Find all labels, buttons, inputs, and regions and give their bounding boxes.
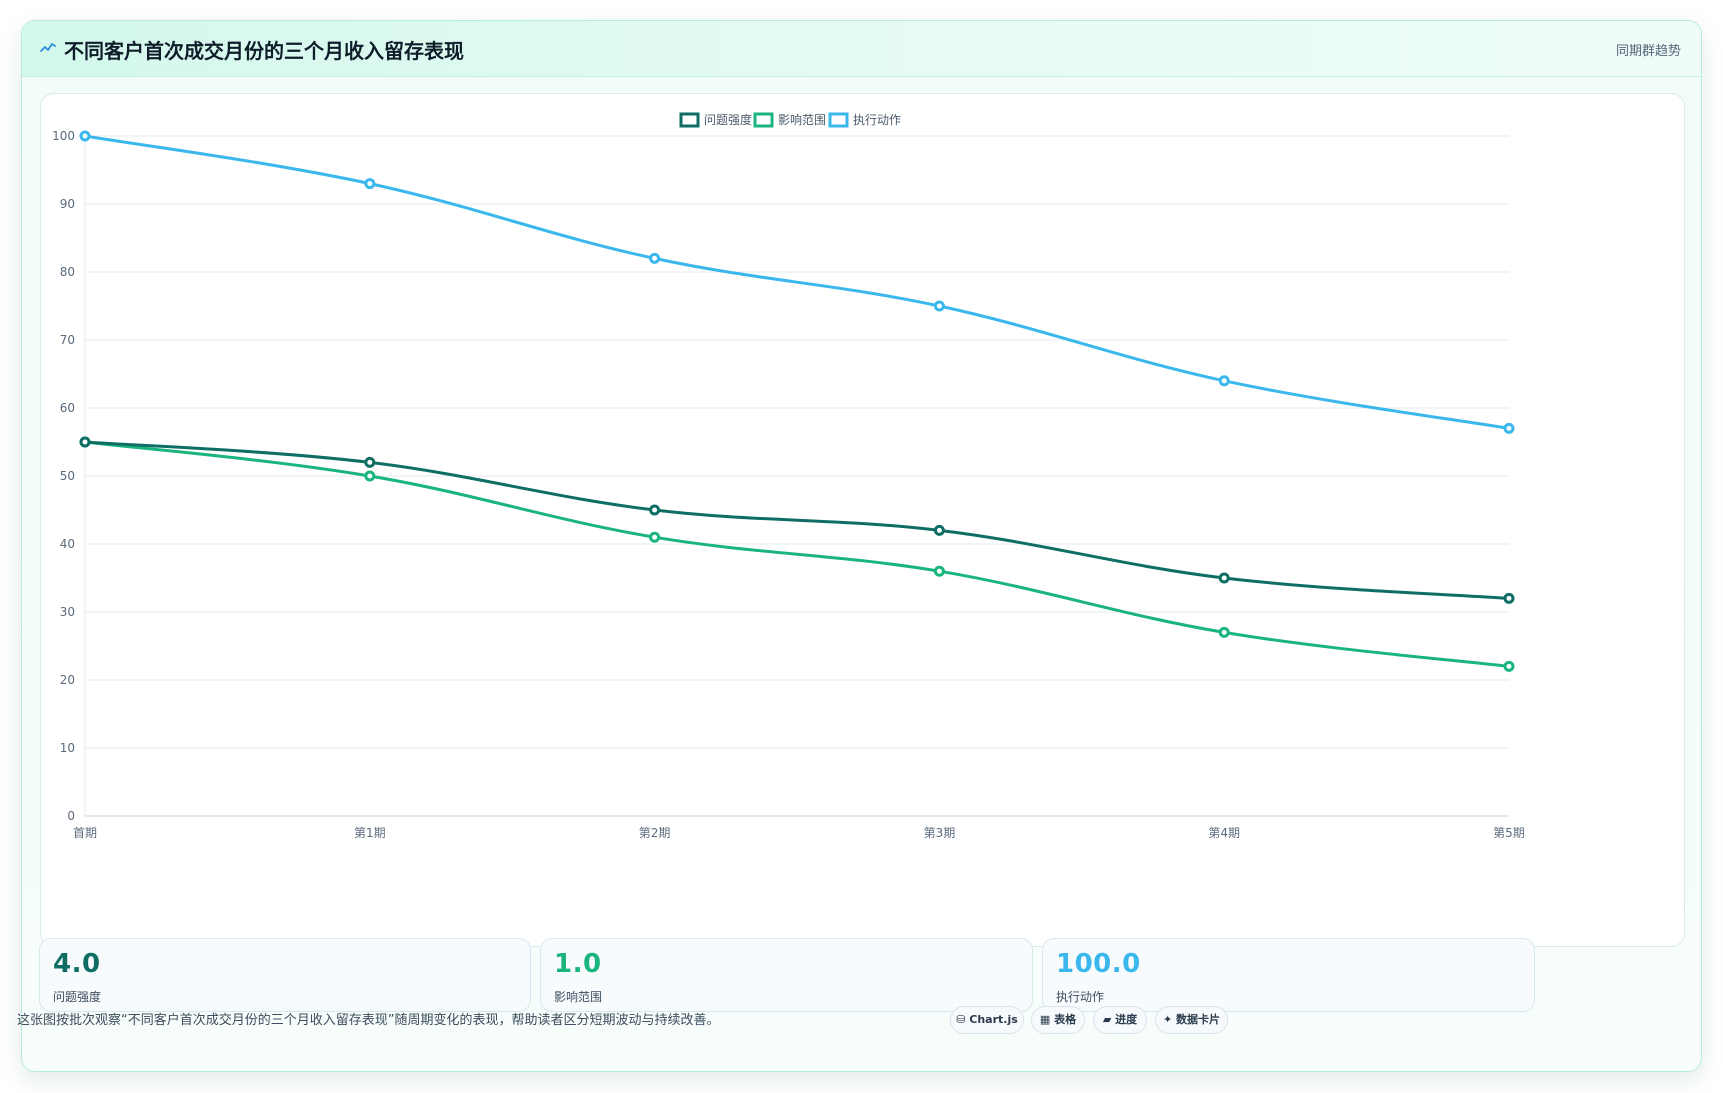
sparkle-icon: ✦ — [1162, 1013, 1173, 1026]
y-tick-label: 50 — [60, 469, 75, 483]
x-tick-label: 第3期 — [924, 826, 956, 840]
series-line — [83, 440, 1511, 668]
data-point — [79, 130, 91, 142]
data-point — [1218, 626, 1230, 638]
stat-label: 影响范围 — [554, 990, 603, 1004]
x-tick-label: 第1期 — [354, 826, 386, 840]
y-tick-label: 100 — [52, 129, 75, 143]
series-line — [83, 440, 1511, 600]
chart-panel: 0 10 20 30 40 50 60 70 80 90 100 首期 第1期 第2期 第3期 第4期 第5期 问… — [40, 93, 1685, 947]
chip-progress[interactable]: ▰ 进度 — [1093, 1006, 1147, 1034]
chip-data-card[interactable]: ✦ 数据卡片 — [1155, 1006, 1228, 1034]
chart-description: 这张图按批次观察“不同客户首次成交月份的三个月收入留存表现”随周期变化的表现，帮… — [17, 1013, 720, 1028]
y-tick-label: 20 — [60, 673, 75, 687]
legend-swatch — [679, 112, 700, 128]
data-point — [1503, 592, 1515, 604]
chart-card: 不同客户首次成交月份的三个月收入留存表现 同期群趋势 0 10 20 30 40 50 60… — [21, 20, 1702, 1072]
stat-card-intensity: 4.0 问题强度 — [39, 938, 531, 1012]
cohort-trend-badge: 同期群趋势 — [1615, 44, 1681, 59]
chip-table[interactable]: ▦ 表格 — [1031, 1006, 1085, 1034]
chart-title: 不同客户首次成交月份的三个月收入留存表现 — [64, 39, 464, 63]
series-line — [83, 134, 1511, 430]
stat-label: 执行动作 — [1056, 990, 1105, 1004]
y-tick-label: 90 — [60, 197, 75, 211]
x-tick-label: 第2期 — [639, 826, 671, 840]
data-point — [649, 252, 661, 264]
card-header: 不同客户首次成交月份的三个月收入留存表现 同期群趋势 — [22, 21, 1701, 77]
table-icon: ▦ — [1039, 1013, 1051, 1026]
line-chart: 0 10 20 30 40 50 60 70 80 90 100 首期 第1期 第2期 第3期 第4期 第5期 问… — [52, 112, 1525, 840]
legend-label: 执行动作 — [853, 113, 901, 127]
y-tick-label: 60 — [60, 401, 75, 415]
legend-label: 问题强度 — [704, 112, 752, 127]
y-tick-label: 40 — [60, 537, 75, 551]
data-point — [364, 456, 376, 468]
line-chart-icon — [40, 43, 56, 52]
chip-chartjs[interactable]: ⛁ Chart.js — [950, 1006, 1024, 1034]
stat-value: 100.0 — [1056, 949, 1141, 979]
chip-label: 进度 — [1115, 1013, 1138, 1026]
data-point — [364, 470, 376, 482]
chip-label: 表格 — [1054, 1013, 1077, 1026]
legend-swatch — [753, 112, 774, 128]
x-tick-label: 第5期 — [1493, 826, 1525, 840]
stat-label: 问题强度 — [53, 990, 102, 1004]
data-point — [933, 300, 945, 312]
data-point — [1218, 375, 1230, 387]
chip-label: 数据卡片 — [1176, 1013, 1221, 1026]
legend-swatch — [828, 112, 849, 128]
data-point — [364, 178, 376, 190]
x-tick-label: 第4期 — [1208, 826, 1240, 840]
progress-icon: ▰ — [1102, 1013, 1112, 1026]
data-point — [649, 531, 661, 543]
data-point — [1218, 572, 1230, 584]
y-tick-label: 10 — [60, 741, 75, 755]
data-point — [1503, 660, 1515, 672]
data-point — [79, 436, 91, 448]
stat-value: 1.0 — [554, 949, 602, 979]
y-tick-label: 70 — [60, 333, 75, 347]
data-point — [933, 524, 945, 536]
data-point — [649, 504, 661, 516]
stat-card-action: 100.0 执行动作 — [1042, 938, 1535, 1012]
y-tick-label: 0 — [67, 809, 75, 823]
stat-value: 4.0 — [53, 949, 101, 979]
data-point — [1503, 422, 1515, 434]
data-point — [933, 565, 945, 577]
legend-label: 影响范围 — [778, 112, 826, 127]
y-tick-label: 80 — [60, 265, 75, 279]
chip-label: Chart.js — [969, 1013, 1018, 1026]
x-tick-label: 首期 — [73, 826, 97, 840]
database-icon: ⛁ — [956, 1013, 966, 1026]
y-tick-label: 30 — [60, 605, 75, 619]
stat-card-scope: 1.0 影响范围 — [540, 938, 1033, 1012]
